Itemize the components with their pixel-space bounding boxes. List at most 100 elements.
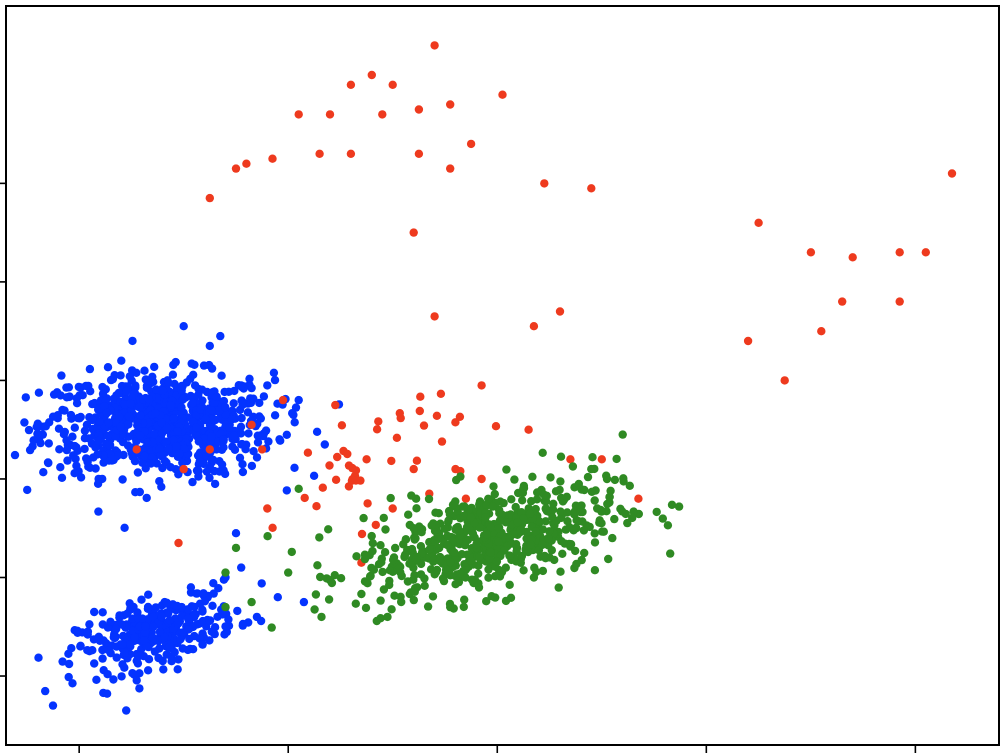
scatter-point [176,635,185,644]
scatter-point [127,366,137,375]
scatter-point [125,640,135,649]
scatter-point [148,633,158,643]
scatter-point [455,526,464,535]
scatter-point [155,444,164,454]
scatter-point [194,437,203,446]
scatter-point [512,547,521,556]
scatter-point [70,441,80,451]
scatter-point [743,336,753,346]
scatter-point [369,565,379,574]
scatter-point [597,455,606,464]
scatter-point [556,477,565,486]
scatter-point [227,415,237,424]
scatter-point [498,90,507,99]
scatter-point [378,110,387,119]
scatter-point [205,341,214,351]
scatter-point [529,573,539,582]
scatter-point [634,494,643,503]
scatter-point [104,646,113,655]
scatter-point [129,602,138,612]
scatter-point [188,477,197,487]
scatter-point [264,437,273,446]
scatter-point [70,469,79,478]
scatter-point [491,422,501,431]
scatter-point [76,641,85,650]
scatter-point [390,591,399,600]
scatter-point [205,636,214,645]
scatter-point [111,624,121,634]
scatter-point [404,510,413,519]
scatter-point [247,420,256,429]
scatter-point [123,441,133,450]
scatter-point [219,443,228,452]
scatter-point [658,514,667,523]
scatter-point [41,422,50,431]
scatter-point [460,595,469,604]
scatter-point [114,388,124,398]
scatter-point [98,474,107,484]
scatter-point [587,464,596,474]
scatter-point [488,502,497,511]
scatter-point [111,432,120,441]
scatter-point [387,605,396,614]
scatter-point [331,400,340,410]
scatter-point [135,684,144,693]
scatter-point [563,517,572,526]
scatter-point [62,393,71,402]
scatter-point [389,555,398,565]
scatter-point [94,507,103,516]
scatter-point [409,228,418,237]
scatter-point [562,492,571,501]
scatter-point [451,497,460,506]
scatter-point [363,499,372,508]
scatter-point [511,502,520,512]
scatter-point [451,580,460,589]
scatter-point [362,455,371,464]
scatter-point [438,574,448,583]
scatter-point [590,538,600,547]
scatter-point [139,636,149,645]
scatter-point [320,440,329,449]
scatter-point [466,513,476,522]
scatter-point [372,425,382,434]
scatter-point [144,394,154,404]
scatter-point [409,464,418,474]
scatter-point [579,526,589,535]
scatter-point [183,605,193,614]
scatter-point [175,449,184,458]
scatter-point [116,371,125,380]
scatter-point [118,640,127,649]
scatter-point [558,549,567,558]
scatter-point [236,429,246,438]
scatter-point [158,386,168,395]
scatter-point [538,566,548,576]
scatter-point [583,472,593,482]
scatter-point [507,495,516,504]
scatter-point [486,523,496,532]
scatter-point [238,467,248,477]
scatter-point [103,363,113,372]
scatter-point [207,364,217,373]
scatter-point [34,388,44,397]
scatter-point [141,375,150,384]
scatter-point [178,458,187,467]
scatter-point [482,530,491,539]
scatter-point [229,431,238,440]
scatter-point [259,392,269,401]
scatter-point [200,597,210,606]
scatter-point [168,370,178,379]
scatter-point [112,653,121,662]
scatter-point [114,412,124,421]
scatter-point [848,253,857,262]
scatter-point [324,525,333,534]
scatter-point [605,492,614,502]
scatter-point [519,566,528,575]
scatter-point [516,526,525,535]
scatter-point [500,546,509,555]
scatter-point [625,481,634,490]
scatter-point [501,596,511,606]
scatter-point [409,575,418,584]
scatter-point [455,412,465,421]
scatter-point [215,467,224,476]
scatter-point [164,444,173,453]
